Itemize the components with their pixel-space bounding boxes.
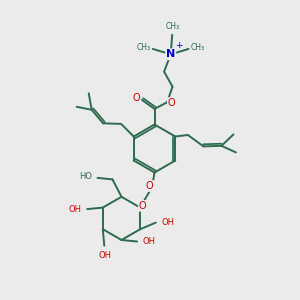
Text: N: N — [166, 49, 175, 59]
Text: OH: OH — [161, 218, 174, 227]
Text: O: O — [139, 201, 146, 211]
Text: O: O — [133, 93, 140, 103]
Text: OH: OH — [69, 205, 82, 214]
Text: OH: OH — [142, 237, 155, 246]
Text: CH₃: CH₃ — [137, 43, 151, 52]
Text: O: O — [168, 98, 176, 108]
Text: +: + — [175, 41, 183, 50]
Text: CH₃: CH₃ — [165, 22, 179, 31]
Text: O: O — [146, 181, 154, 191]
Text: OH: OH — [98, 251, 111, 260]
Text: CH₃: CH₃ — [190, 43, 204, 52]
Text: HO: HO — [79, 172, 92, 181]
